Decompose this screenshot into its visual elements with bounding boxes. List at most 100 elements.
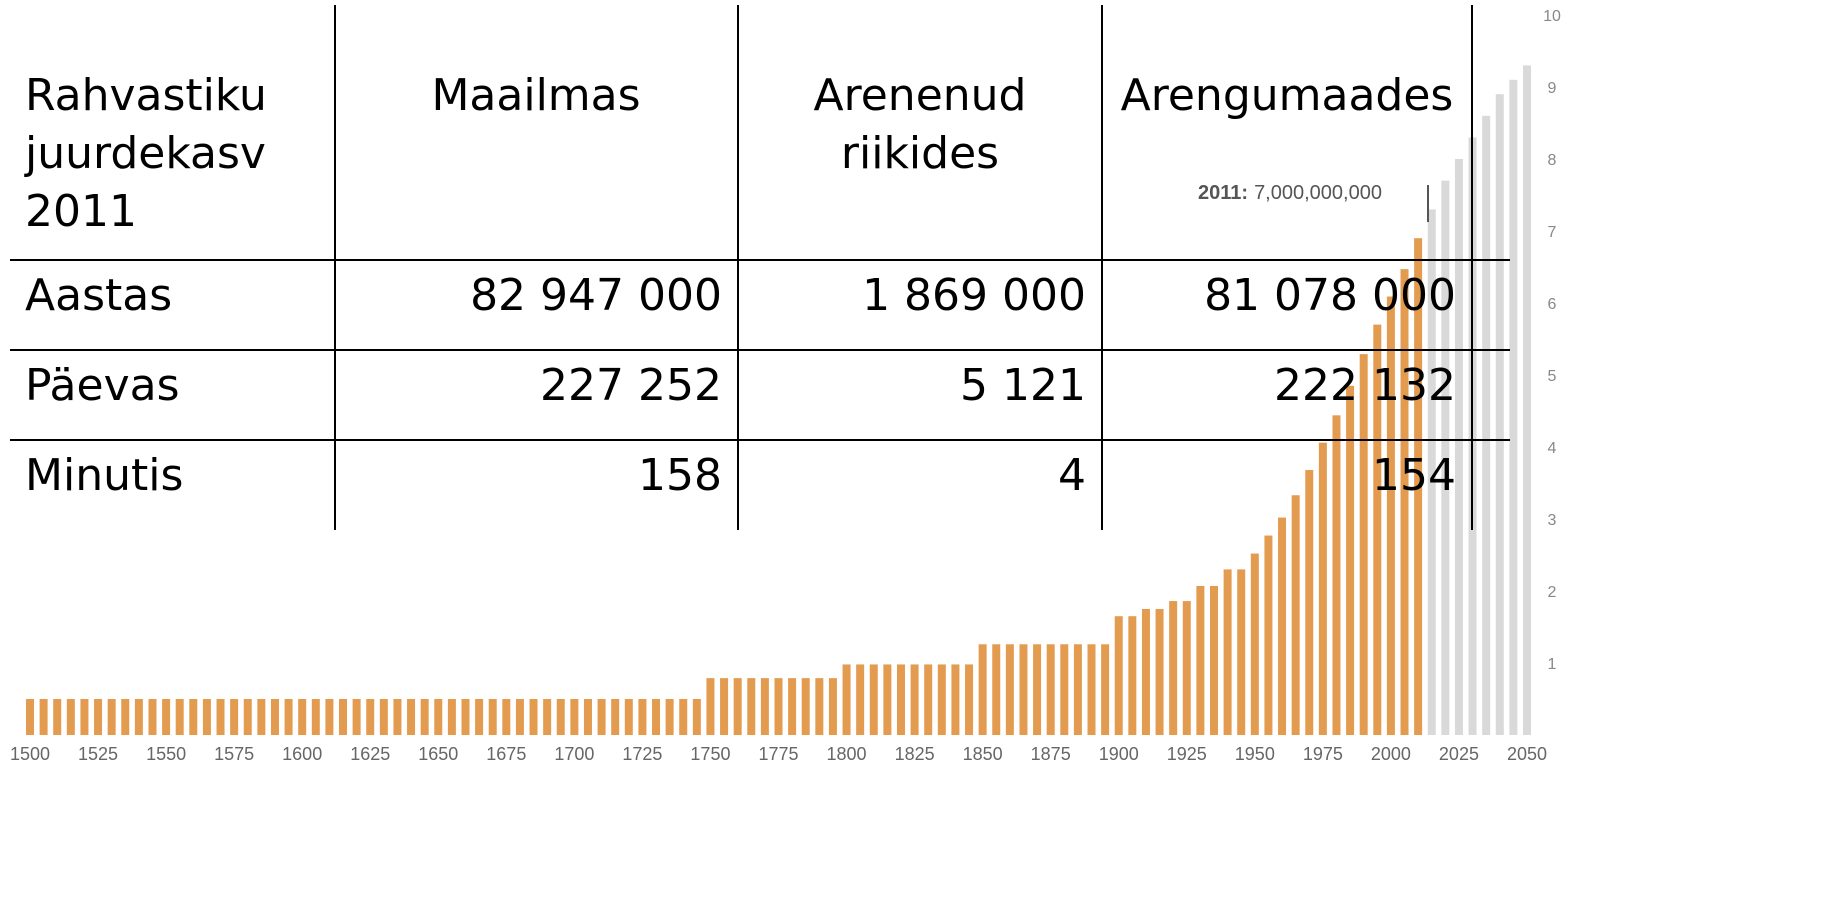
- bar: [475, 699, 484, 735]
- bar: [366, 699, 375, 735]
- bar: [733, 678, 742, 735]
- bar: [1359, 354, 1368, 735]
- header-cell: 2011: [25, 186, 137, 237]
- header-cell: Maailmas: [431, 70, 640, 121]
- bar: [53, 699, 62, 735]
- x-tick-label: 1650: [418, 744, 458, 764]
- bar: [1101, 644, 1110, 735]
- bar: [652, 699, 661, 735]
- bar: [1087, 644, 1096, 735]
- x-tick-label: 1925: [1167, 744, 1207, 764]
- x-tick-label: 1800: [827, 744, 867, 764]
- bar: [583, 699, 592, 735]
- bar: [515, 699, 524, 735]
- x-tick-label: 1750: [690, 744, 730, 764]
- bar: [1427, 209, 1436, 735]
- bar: [1291, 495, 1300, 735]
- bar: [1196, 585, 1205, 735]
- bar: [1523, 65, 1531, 735]
- bar: [1264, 535, 1273, 735]
- bar: [774, 678, 783, 735]
- bar: [352, 699, 361, 735]
- bar: [379, 699, 388, 735]
- bar: [447, 699, 456, 735]
- bar: [856, 664, 865, 735]
- y-tick-label: 8: [1548, 152, 1557, 169]
- bar: [1495, 94, 1504, 735]
- bar: [1019, 644, 1028, 735]
- bar: [311, 699, 320, 735]
- bar: [1346, 385, 1355, 735]
- bar: [624, 699, 633, 735]
- bar: [1318, 442, 1327, 735]
- annotation-text: 7,000,000,000: [1254, 182, 1382, 204]
- bar: [665, 699, 674, 735]
- bar: [992, 644, 1001, 735]
- y-tick-label: 6: [1548, 296, 1557, 313]
- bar: [910, 664, 919, 735]
- bar: [407, 699, 416, 735]
- annotation-label: 2011:: [1198, 182, 1248, 204]
- bar: [1114, 616, 1123, 735]
- value-cell: 4: [1058, 450, 1086, 501]
- bar: [26, 699, 34, 735]
- value-cell: 5 121: [960, 360, 1086, 411]
- bar: [1414, 238, 1423, 735]
- bar: [1060, 644, 1069, 735]
- bar: [488, 699, 497, 735]
- bar: [1033, 644, 1042, 735]
- bar: [597, 699, 606, 735]
- bar: [1482, 115, 1491, 736]
- bar: [66, 699, 75, 735]
- row-label: Minutis: [25, 450, 183, 501]
- header-cell: Rahvastiku: [25, 70, 267, 121]
- y-tick-label: 1: [1548, 656, 1557, 673]
- x-tick-label: 2000: [1371, 744, 1411, 764]
- bar: [1386, 296, 1395, 735]
- bar: [257, 699, 266, 735]
- x-tick-label: 1625: [350, 744, 390, 764]
- bar: [325, 699, 334, 735]
- bar: [94, 699, 103, 735]
- value-cell: 1 869 000: [862, 270, 1086, 321]
- bar: [121, 699, 130, 735]
- bar: [611, 699, 620, 735]
- bar: [230, 699, 239, 735]
- header-cell: Arengumaades: [1121, 70, 1454, 121]
- bar: [202, 699, 211, 735]
- bar: [1509, 79, 1518, 736]
- bar: [1278, 517, 1287, 735]
- bar: [1046, 644, 1055, 735]
- header-cell: Arenenud: [814, 70, 1027, 121]
- bar: [1169, 601, 1178, 735]
- bar: [393, 699, 402, 735]
- x-tick-label: 2050: [1507, 744, 1547, 764]
- bar: [339, 699, 348, 735]
- bar: [692, 699, 701, 735]
- y-tick-label: 10: [1543, 8, 1561, 25]
- bar: [924, 664, 933, 735]
- bar: [570, 699, 579, 735]
- table: Rahvastiku juurdekasv 2011 Maailmas Arenenud…: [10, 5, 1510, 530]
- bar: [284, 699, 293, 735]
- y-tick-label: 3: [1548, 512, 1557, 529]
- chart: 1500 1525 1550 1575 1600 1625 1650 1675 1700 1725…: [10, 8, 1561, 764]
- x-tick-label: 1550: [146, 744, 186, 764]
- bar: [869, 664, 878, 735]
- bar: [978, 644, 987, 735]
- bar: [1441, 180, 1450, 736]
- x-tick-label: 1575: [214, 744, 254, 764]
- bar: [298, 699, 307, 735]
- x-tick-label: 1825: [895, 744, 935, 764]
- bar: [815, 678, 824, 735]
- x-tick-label: 1775: [758, 744, 798, 764]
- bar: [1373, 324, 1382, 735]
- bar: [1237, 569, 1246, 735]
- value-cell: 154: [1372, 450, 1456, 501]
- header-cell: riikides: [841, 128, 999, 179]
- bar: [39, 699, 48, 735]
- bar: [1400, 269, 1409, 735]
- bar: [502, 699, 511, 735]
- y-tick-label: 9: [1548, 80, 1557, 97]
- x-tick-label: 1600: [282, 744, 322, 764]
